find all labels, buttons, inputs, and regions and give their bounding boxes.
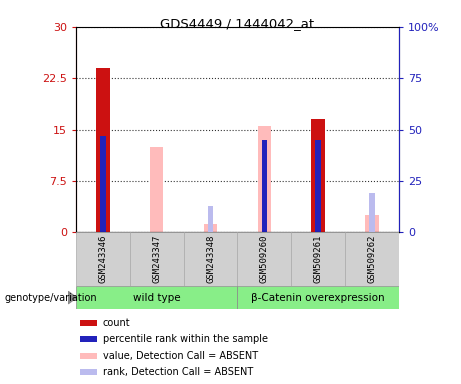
Bar [80, 336, 97, 343]
Bar [208, 206, 213, 232]
Bar [311, 119, 325, 232]
Bar [80, 369, 97, 375]
Bar [150, 147, 164, 232]
Bar [369, 193, 374, 232]
Text: percentile rank within the sample: percentile rank within the sample [103, 334, 268, 344]
Text: rank, Detection Call = ABSENT: rank, Detection Call = ABSENT [103, 367, 253, 377]
Text: GDS4449 / 1444042_at: GDS4449 / 1444042_at [160, 17, 314, 30]
FancyBboxPatch shape [345, 232, 399, 286]
Text: GSM243346: GSM243346 [99, 235, 107, 283]
Text: GSM509262: GSM509262 [367, 235, 376, 283]
Text: GSM243348: GSM243348 [206, 235, 215, 283]
Text: GSM243347: GSM243347 [152, 235, 161, 283]
FancyBboxPatch shape [76, 232, 130, 286]
Bar [80, 353, 97, 359]
Bar [96, 68, 110, 232]
Bar [365, 215, 378, 232]
Text: β-Catenin overexpression: β-Catenin overexpression [251, 293, 385, 303]
FancyBboxPatch shape [237, 232, 291, 286]
Bar [258, 126, 271, 232]
FancyBboxPatch shape [183, 232, 237, 286]
FancyBboxPatch shape [130, 232, 183, 286]
Text: GSM509260: GSM509260 [260, 235, 269, 283]
Bar [204, 224, 217, 232]
Text: count: count [103, 318, 130, 328]
Polygon shape [68, 291, 77, 304]
FancyBboxPatch shape [237, 286, 399, 309]
Text: genotype/variation: genotype/variation [5, 293, 97, 303]
Text: value, Detection Call = ABSENT: value, Detection Call = ABSENT [103, 351, 258, 361]
Bar [262, 140, 267, 232]
FancyBboxPatch shape [76, 286, 237, 309]
Text: GSM509261: GSM509261 [313, 235, 323, 283]
Bar [80, 320, 97, 326]
Bar [100, 136, 106, 232]
Text: wild type: wild type [133, 293, 181, 303]
Bar [315, 140, 321, 232]
FancyBboxPatch shape [291, 232, 345, 286]
